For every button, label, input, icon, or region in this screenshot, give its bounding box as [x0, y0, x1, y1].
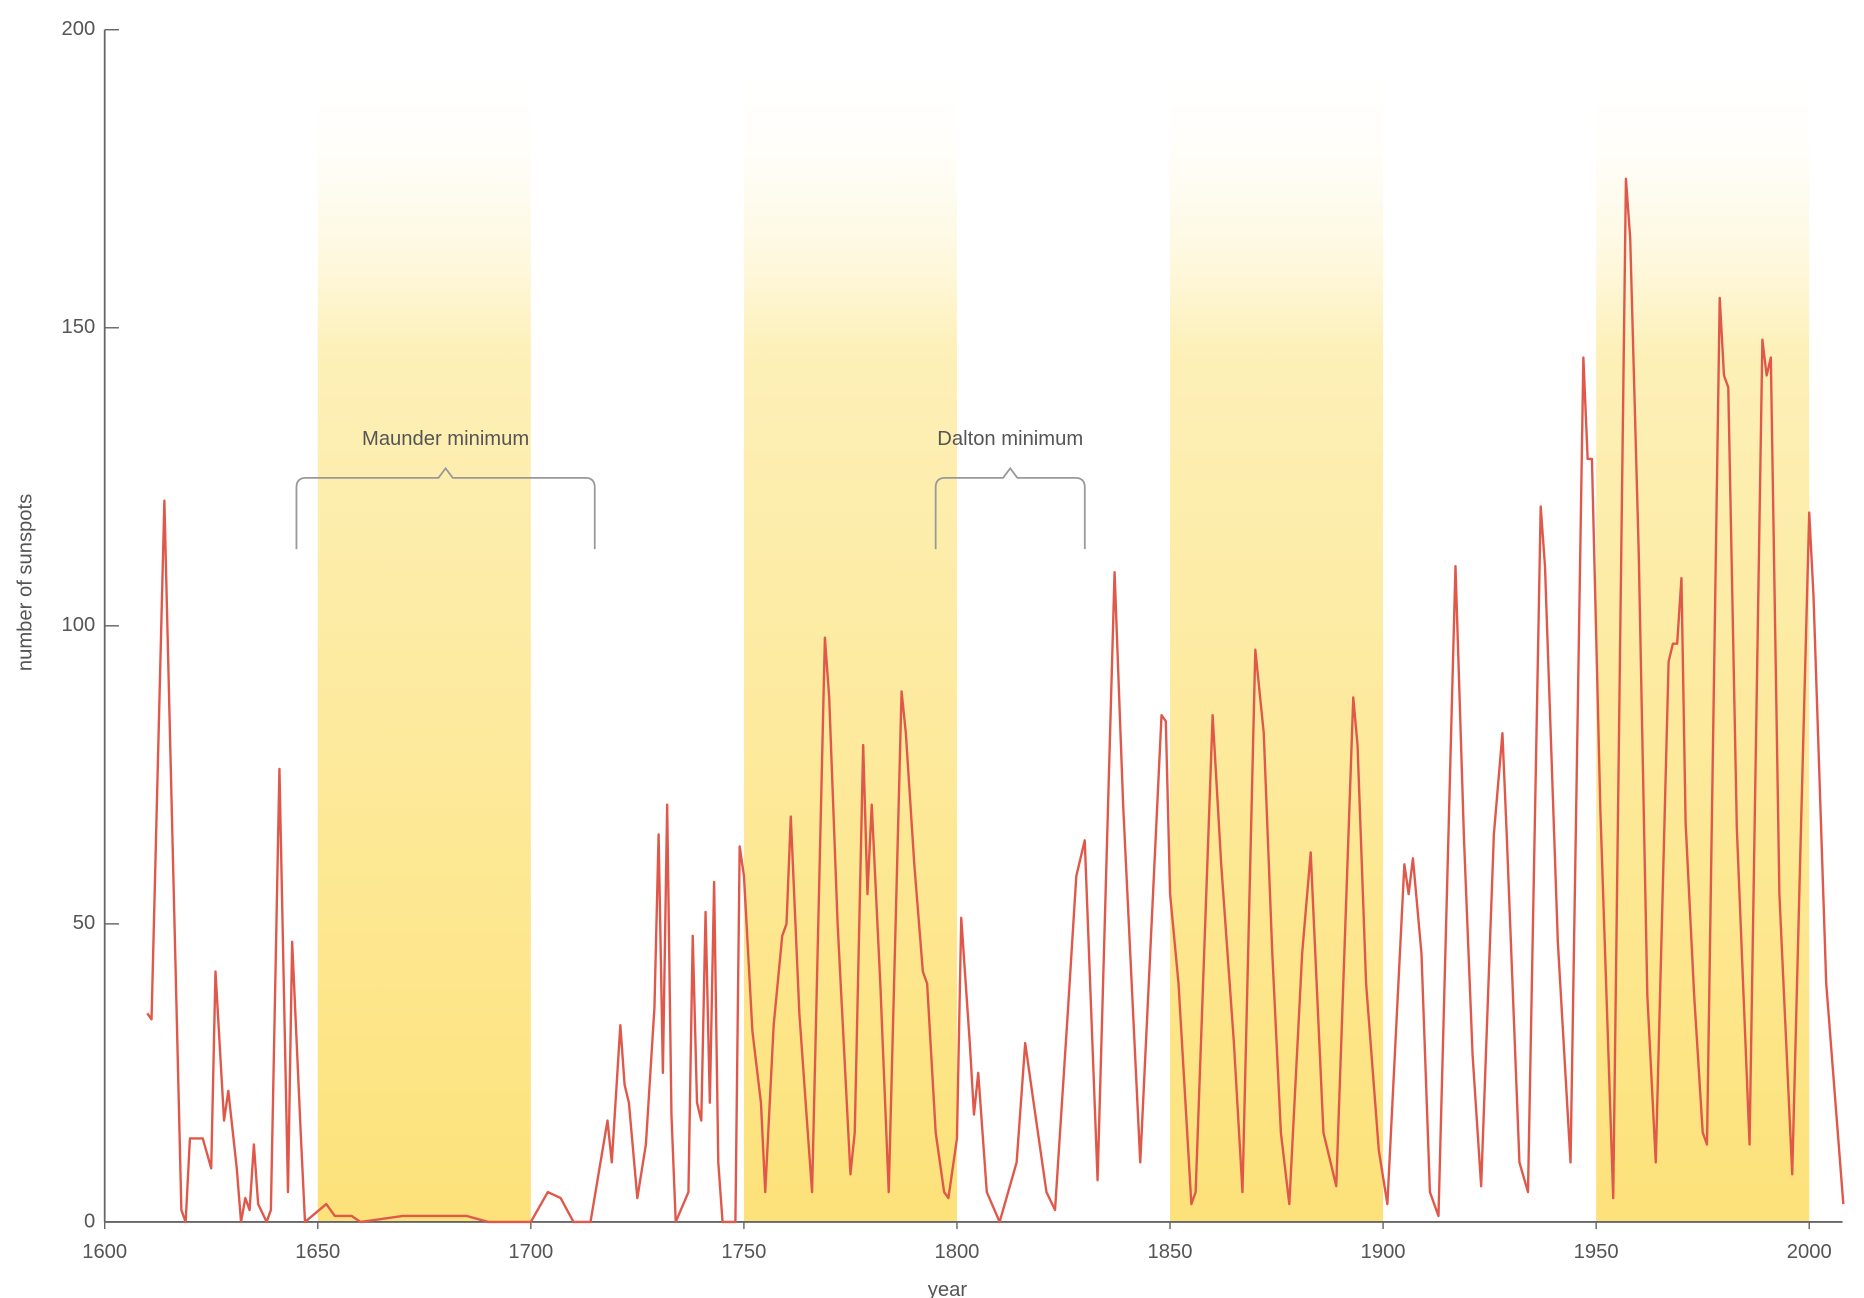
shaded-band	[1596, 59, 1810, 1222]
annotation: Dalton minimum	[937, 428, 1083, 450]
y-tick-label: 150	[62, 316, 96, 338]
y-tick-label: 100	[62, 614, 96, 636]
x-tick-label: 1650	[295, 1241, 340, 1263]
x-tick-label: 1800	[935, 1241, 980, 1263]
x-tick-label: 1750	[721, 1241, 766, 1263]
y-tick-label: 50	[73, 912, 95, 934]
x-tick-label: 2000	[1787, 1241, 1832, 1263]
shaded-band	[317, 59, 531, 1222]
shaded-band	[743, 59, 957, 1222]
y-tick-label: 0	[84, 1210, 95, 1232]
x-tick-label: 1950	[1574, 1241, 1619, 1263]
x-tick-label: 1900	[1361, 1241, 1406, 1263]
bracket	[934, 466, 1086, 550]
x-axis-label: year	[928, 1279, 968, 1298]
x-tick-label: 1700	[508, 1241, 553, 1263]
sunspot-line	[146, 177, 1845, 1224]
x-tick-label: 1600	[82, 1241, 127, 1263]
y-tick-label: 200	[62, 18, 96, 40]
y-axis-label: number of sunspots	[15, 494, 37, 671]
annotation: Maunder minimum	[362, 428, 529, 450]
bracket	[295, 466, 596, 550]
x-tick-label: 1850	[1148, 1241, 1193, 1263]
